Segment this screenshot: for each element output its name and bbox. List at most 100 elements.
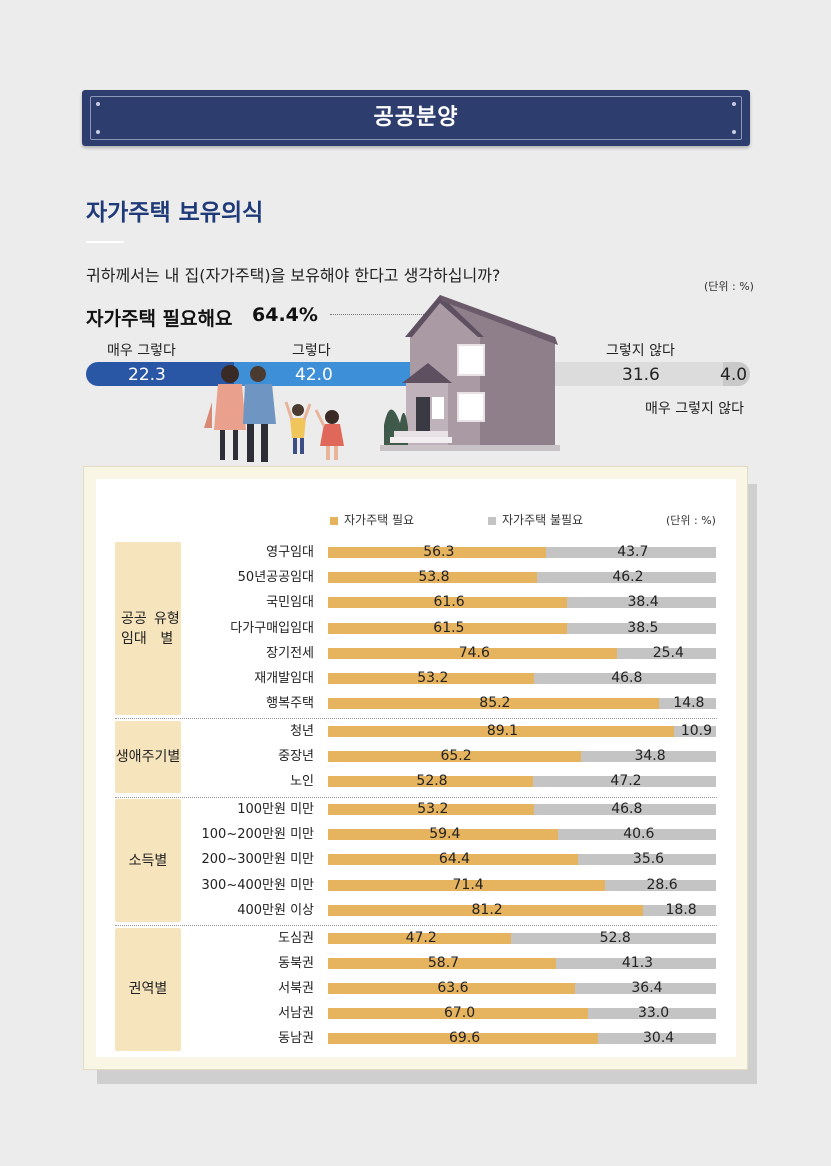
value-label-need: 53.2 [417,801,449,817]
bar-not-need [328,904,716,916]
bar-not-need [328,547,716,558]
row-label: 200~300만원 미만 [201,852,315,868]
house-illustration [380,295,560,451]
group-label-box: 소득별 [115,799,181,922]
value-label-need: 85.2 [479,695,511,712]
row-label: 노인 [290,774,314,790]
banner-rivet [96,102,100,106]
value-label-need: 61.5 [433,619,465,636]
man-figure [243,366,276,462]
bar-not-need [328,854,716,866]
legend-label-not-need: 자가주택 불필요 [502,513,584,527]
bar-need [328,904,644,916]
row-label: 동남권 [278,1031,314,1047]
bar-need [328,982,575,994]
segment-value-disagree: 31.6 [622,365,660,385]
banner-rivet [732,102,736,106]
value-label-not-need: 28.6 [646,876,678,893]
summary-value: 64.4% [252,304,318,326]
value-label-need: 47.2 [405,929,437,946]
bar-need [328,622,567,634]
value-label-need: 61.6 [433,594,465,611]
row-label: 300~400만원 미만 [201,877,315,893]
group-label-text: 유형별 [153,610,180,647]
value-label-not-need: 14.8 [673,695,705,712]
value-label-not-need: 18.8 [665,901,697,918]
group-label-text: 공공임대 [120,610,147,647]
row-label: 청년 [290,723,314,739]
bar-need [328,647,618,659]
group-label-box: 생애 주기별 [115,720,181,794]
value-label-not-need: 36.4 [631,979,663,996]
bar-need [328,776,533,788]
value-label-need: 69.6 [449,1030,481,1047]
bar-need [328,854,578,866]
row-label: 중장년 [278,749,314,765]
bar-not-need [328,698,716,710]
value-label-not-need: 52.8 [599,929,631,946]
header-banner: 공공분양 [82,90,750,146]
value-label-not-need: 34.8 [634,748,666,765]
bar-need [328,673,535,684]
segment-value-agree: 42.0 [295,365,333,385]
bar-need [328,804,535,815]
group-label-text: 소득별 [128,852,168,869]
bar-need [328,751,581,763]
group-separator [115,925,717,926]
value-label-not-need: 46.8 [611,670,643,686]
legend-swatch-need [330,516,338,525]
bar-not-need [328,932,716,944]
bar-not-need [328,879,716,891]
value-label-not-need: 46.8 [611,801,643,817]
value-label-not-need: 43.7 [617,544,649,560]
unit-label-chart: (단위 : %) [666,514,716,527]
value-label-not-need: 41.3 [621,954,654,971]
row-label: 국민임대 [266,595,314,611]
legend-item-not-need: 자가주택 불필요 [488,511,583,528]
row-label: 서남권 [278,1006,314,1022]
segment-label-strongly-disagree: 매우 그렇지 않다 [645,401,745,417]
row-label: 100만원 미만 [237,802,314,817]
value-label-not-need: 25.4 [652,644,684,661]
bar-need [328,725,674,737]
value-label-not-need: 40.6 [623,826,655,843]
survey-question: 귀하께서는 내 집(자가주택)을 보유해야 한다고 생각하십니까? [86,266,501,285]
bar-need [328,1008,588,1020]
bar-not-need [328,751,716,763]
segment-label-agree: 그렇다 [292,343,331,359]
value-label-need: 53.2 [417,670,449,686]
bar-need [328,879,606,891]
bar-need [328,829,559,841]
bar-not-need [328,776,716,788]
row-label: 행복주택 [266,696,314,712]
bar-not-need [328,673,716,684]
row-label: 동북권 [278,955,314,971]
bar-not-need [328,1008,716,1020]
bar-not-need [328,982,716,994]
row-label: 다가구매입임대 [230,620,314,636]
row-label: 400만원 이상 [237,902,314,918]
summary-label: 자가주택 필요해요 [86,308,233,330]
group-label-text: 생애 [115,749,142,766]
value-label-need: 67.0 [443,1005,476,1022]
girl-figure [314,409,344,460]
bar-need [328,698,659,710]
bar-not-need [328,829,716,841]
value-label-need: 65.2 [440,748,472,765]
value-label-need: 53.8 [418,569,450,586]
title-underline [86,241,124,243]
legend-item-need: 자가주택 필요 [330,511,414,528]
value-label-need: 63.6 [437,979,469,996]
segment-value-strongly-agree: 22.3 [128,365,166,385]
value-label-not-need: 38.5 [627,619,659,636]
bar-need [328,547,547,558]
segment-label-strongly-agree: 매우 그렇다 [107,343,176,359]
value-label-not-need: 10.9 [680,722,713,739]
legend-label-need: 자가주택 필요 [344,513,415,527]
value-label-need: 81.2 [471,901,503,918]
group-label-text: 주기별 [141,749,181,766]
summary-leader-line [330,314,480,315]
bar-not-need [328,597,716,609]
bar-need [328,1033,599,1045]
legend-swatch-not-need [488,516,496,525]
